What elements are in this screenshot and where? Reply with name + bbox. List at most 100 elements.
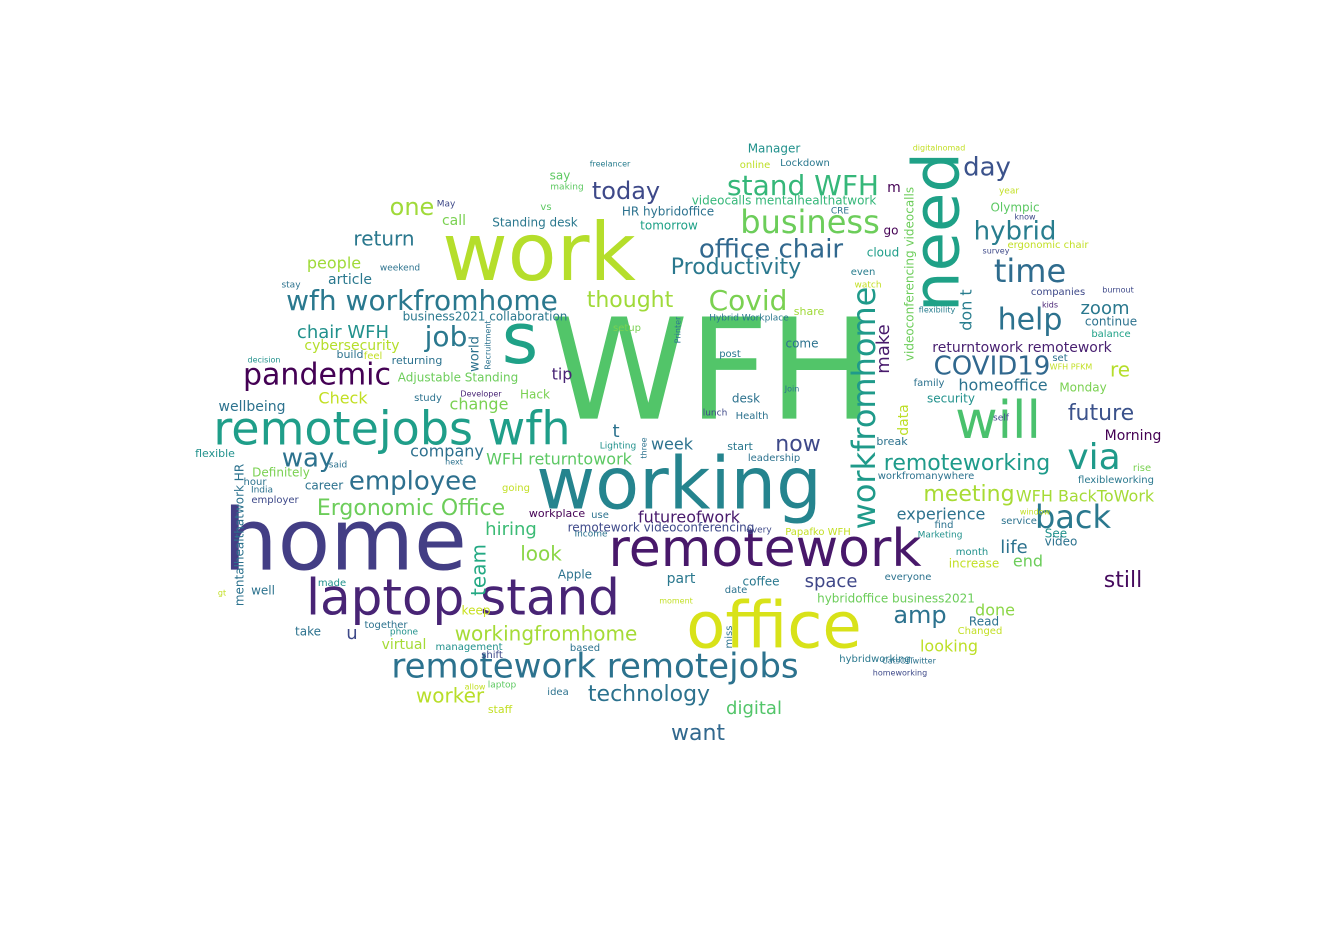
cloud-word: Lockdown [780,158,830,169]
cloud-word: experience [897,505,986,524]
cloud-word: desk [732,392,760,406]
cloud-word: CatsOfTwitter [882,657,936,666]
cloud-word: remotejobs wfh [213,402,570,456]
cloud-word: today [592,177,660,205]
cloud-word: three [640,437,649,458]
cloud-word: Standing desk [492,216,578,230]
cloud-word: cybersecurity [304,338,399,354]
cloud-word: made [318,578,346,589]
cloud-word: Health [736,411,769,422]
cloud-word: staff [488,703,513,716]
cloud-word: virtual [382,637,427,653]
cloud-word: even [851,267,876,278]
cloud-word: make [873,324,894,373]
cloud-word: said [329,461,347,471]
cloud-word: people [307,254,361,273]
cloud-word: videoconferencing videocalls [903,187,917,361]
cloud-word: mentalhealthatwork HR [233,464,247,606]
cloud-word: allow [465,683,486,692]
cloud-word: workingfromhome [455,622,638,646]
cloud-word: decision [248,356,281,365]
cloud-word: call [442,213,466,229]
cloud-word: Hack [520,388,550,402]
cloud-word: hybridworking [839,654,911,665]
cloud-word: digital [726,698,782,719]
cloud-word: Monday [1059,381,1106,395]
cloud-word: rise [1133,463,1151,474]
cloud-word: m [887,180,901,196]
cloud-word: s [502,298,538,380]
cloud-word: pandemic [243,358,391,393]
cloud-word: will [955,391,1041,451]
cloud-word: Ergonomic Office [317,496,505,521]
cloud-word: office [686,590,862,664]
cloud-word: post [719,349,741,360]
cloud-word: now [775,432,820,457]
cloud-word: flexibleworking [1078,475,1154,486]
cloud-word: kids [1042,301,1058,310]
cloud-word: work [442,206,636,299]
cloud-word: family [914,378,945,389]
cloud-word: laptop [488,681,517,691]
cloud-word: watch [854,281,881,291]
cloud-word: working [536,442,822,526]
cloud-word: done [975,601,1015,620]
cloud-word: shift [481,650,503,661]
cloud-word: take [295,625,321,639]
cloud-word: COVID19 [934,352,1051,382]
cloud-word: want [671,721,725,746]
cloud-word: help [998,303,1063,338]
cloud-word: job [424,320,468,353]
cloud-word: May [437,200,456,210]
cloud-word: need [901,152,975,312]
cloud-word: business2021 collaboration [403,310,568,324]
cloud-word: hybrid [974,217,1057,247]
cloud-word: Morning [1105,428,1162,444]
cloud-word: remotework videoconferencing [568,521,755,535]
cloud-word: videocalls mentalhealthatwork [692,194,877,208]
cloud-word: start [727,440,753,453]
cloud-word: time [994,252,1066,290]
cloud-word: u [346,623,357,644]
cloud-word: hour [244,477,268,488]
cloud-word: futureofwork [638,508,741,527]
cloud-word: space [805,571,858,592]
cloud-word: chair WFH [297,322,389,343]
cloud-word: Adjustable Standing [398,371,518,385]
cloud-word: miss [724,626,735,649]
cloud-word: tip [552,365,573,384]
cloud-word: WFH BackToWork [1016,487,1155,506]
cloud-word: share [794,305,825,318]
cloud-word: wellbeing [219,399,286,415]
cloud-word: home [223,490,467,590]
cloud-word: return [353,227,414,251]
cloud-word: hiring [485,519,537,540]
cloud-word: worker [416,684,485,708]
cloud-word: part [667,571,696,587]
cloud-word: remotework remotejobs [391,647,798,687]
cloud-word: Covid [709,284,788,317]
cloud-word: balance [1091,329,1130,340]
cloud-word: everyone [885,572,932,583]
cloud-word: wfh workfromhome [286,284,558,317]
cloud-word: office chair [699,235,844,265]
cloud-word: workfromanywhere [878,471,975,482]
cloud-word: t [612,421,619,442]
cloud-word: WFH returntowork [486,450,633,469]
cloud-word: ergonomic chair [1007,240,1089,251]
cloud-word: security [927,392,975,406]
cloud-word: homeworking [873,669,927,678]
cloud-word: Developer [460,390,502,399]
cloud-word: Recruitment [484,320,493,369]
cloud-word: flexible [195,447,235,460]
cloud-word: weekend [380,264,420,274]
cloud-word: go [884,224,899,238]
cloud-word: video [1045,535,1078,549]
cloud-word: life [1000,537,1027,558]
cloud-word: career [305,479,343,493]
cloud-word: study [414,393,442,404]
cloud-word: workfromhome [845,287,883,530]
cloud-word: find [935,520,954,531]
cloud-word: management [436,642,503,653]
